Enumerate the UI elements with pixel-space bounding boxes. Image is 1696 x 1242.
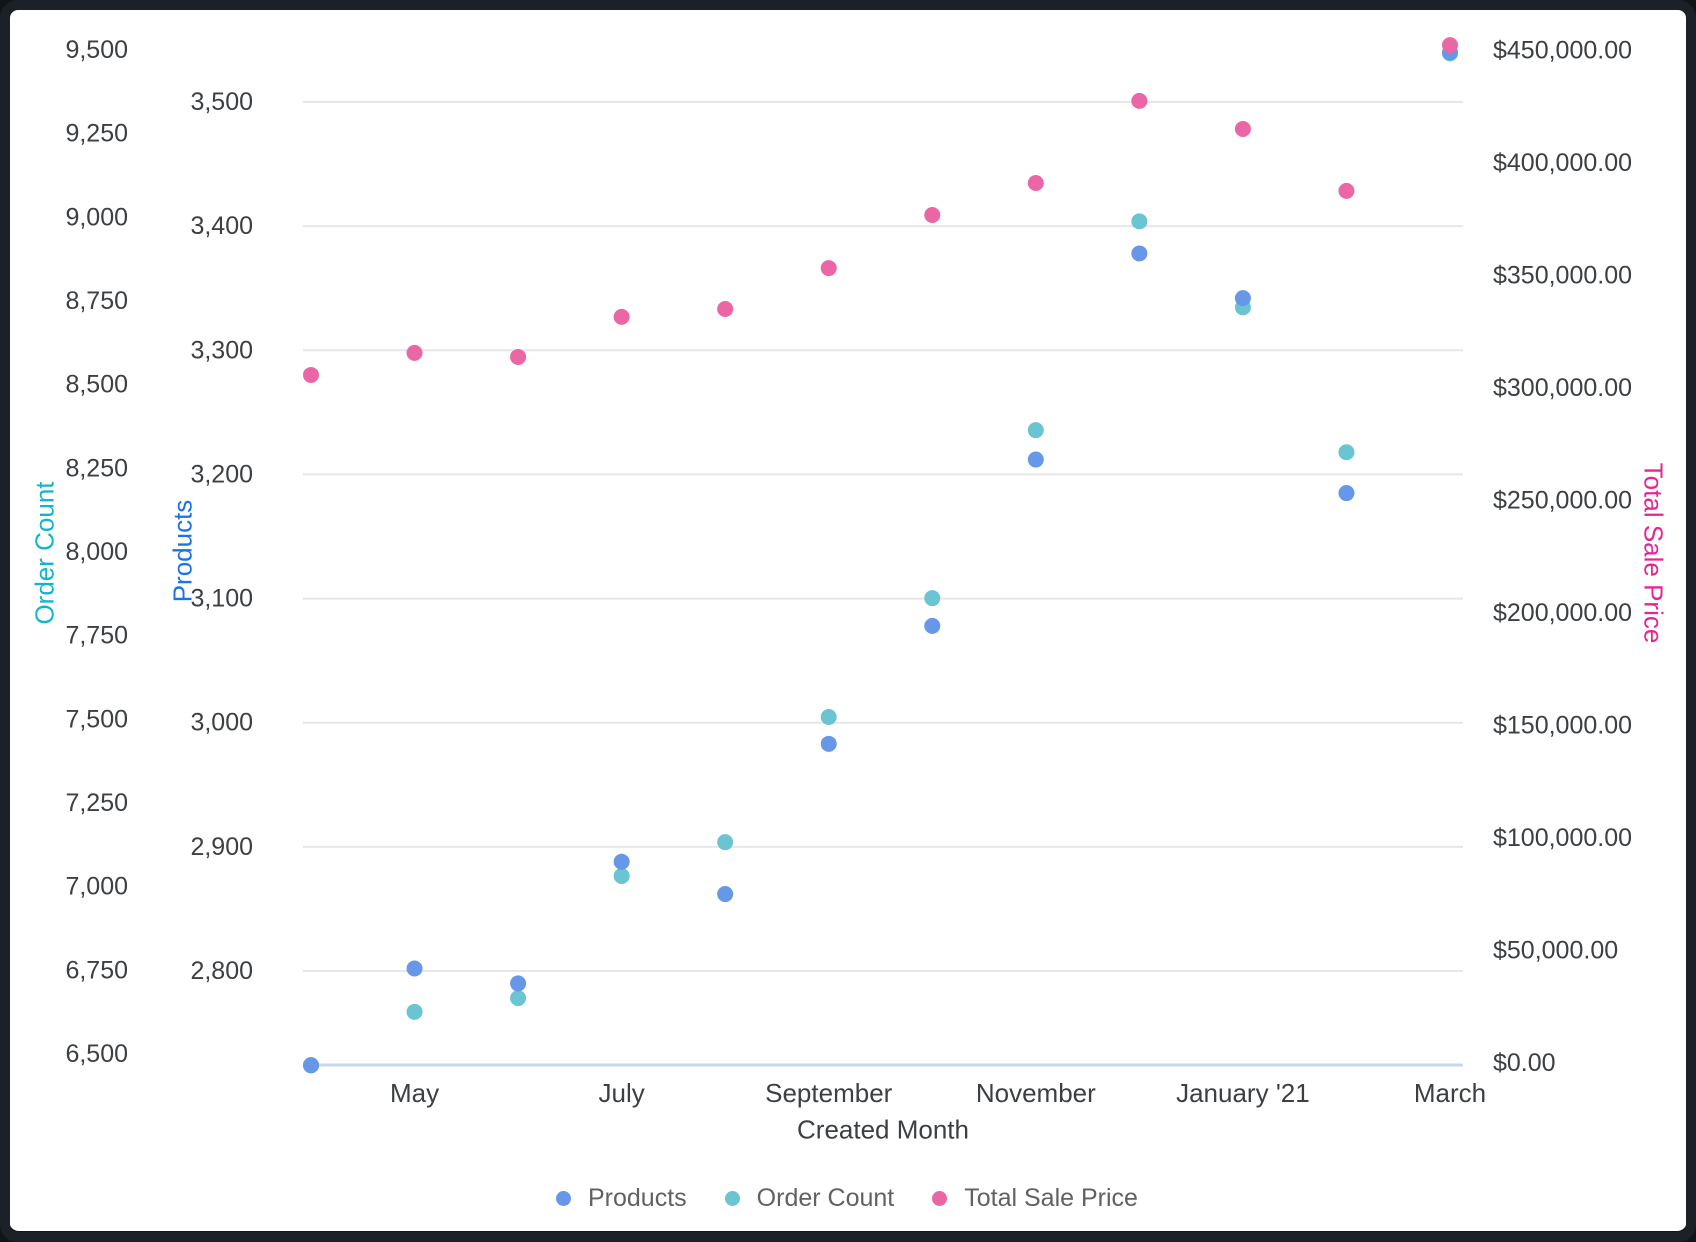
data-point-total_sale_price-6[interactable] [924, 206, 941, 223]
legend-item-order-count[interactable]: Order Count [724, 1184, 895, 1213]
legend-item-label: Order Count [756, 1184, 895, 1212]
legend: Products Order Count Total Sale Price [556, 1184, 1138, 1213]
y-tick-label-total_sale_price: $400,000.00 [1493, 149, 1632, 177]
data-point-order_count-10[interactable] [1338, 444, 1355, 461]
y-tick-label-products: 3,000 [190, 709, 253, 737]
y-tick-label-products: 3,100 [190, 585, 253, 613]
y-tick-label-total_sale_price: $450,000.00 [1493, 37, 1632, 65]
data-point-order_count-2[interactable] [510, 990, 527, 1007]
data-point-products-6[interactable] [924, 617, 941, 634]
y-tick-label-products: 3,300 [190, 336, 253, 364]
legend-item-products[interactable]: Products [556, 1184, 687, 1213]
data-point-total_sale_price-2[interactable] [510, 348, 527, 365]
y-tick-label-products: 3,500 [190, 88, 253, 116]
data-point-total_sale_price-8[interactable] [1131, 92, 1148, 109]
y-tick-label-total_sale_price: $350,000.00 [1493, 262, 1632, 290]
data-point-order_count-7[interactable] [1027, 422, 1044, 439]
data-point-products-10[interactable] [1338, 485, 1355, 502]
y-tick-label-order_count: 7,250 [65, 789, 128, 817]
x-tick-label: July [599, 1078, 645, 1108]
chart-card [9, 9, 1687, 1231]
data-point-total_sale_price-1[interactable] [406, 344, 423, 361]
x-tick-label: May [390, 1078, 439, 1108]
y-tick-label-order_count: 7,500 [65, 705, 128, 733]
data-point-order_count-6[interactable] [924, 590, 941, 607]
data-point-order_count-8[interactable] [1131, 213, 1148, 230]
total-sale-price-legend-dot-icon [932, 1191, 948, 1206]
y-tick-label-total_sale_price: $300,000.00 [1493, 374, 1632, 402]
data-point-products-2[interactable] [510, 975, 527, 992]
data-point-order_count-4[interactable] [717, 834, 734, 851]
y-tick-label-products: 3,200 [190, 460, 253, 488]
data-point-total_sale_price-9[interactable] [1234, 121, 1251, 138]
legend-item-label: Total Sale Price [964, 1184, 1138, 1212]
y-tick-label-order_count: 9,000 [65, 203, 128, 231]
y-tick-label-order_count: 9,250 [65, 120, 128, 148]
legend-item-total-sale-price[interactable]: Total Sale Price [932, 1184, 1138, 1213]
y-tick-label-total_sale_price: $250,000.00 [1493, 487, 1632, 515]
data-point-products-4[interactable] [717, 886, 734, 903]
data-point-products-3[interactable] [613, 853, 630, 870]
products-legend-dot-icon [556, 1191, 571, 1206]
data-point-products-8[interactable] [1131, 245, 1148, 262]
data-point-products-0[interactable] [303, 1057, 319, 1074]
y-tick-label-total_sale_price: $200,000.00 [1493, 599, 1632, 627]
x-tick-label: September [765, 1078, 893, 1108]
data-point-total_sale_price-4[interactable] [717, 301, 734, 318]
data-point-total_sale_price-5[interactable] [820, 260, 837, 277]
y-tick-label-total_sale_price: $50,000.00 [1493, 937, 1618, 965]
x-tick-label: November [976, 1078, 1096, 1108]
y-tick-label-order_count: 8,750 [65, 287, 128, 315]
data-point-total_sale_price-7[interactable] [1027, 175, 1044, 192]
data-point-total_sale_price-10[interactable] [1338, 182, 1355, 199]
x-axis-title: Created Month [797, 1114, 969, 1145]
data-point-order_count-5[interactable] [820, 708, 837, 725]
y-tick-label-order_count: 9,500 [65, 36, 128, 64]
y-tick-label-total_sale_price: $100,000.00 [1493, 824, 1632, 852]
y-tick-label-total_sale_price: $150,000.00 [1493, 712, 1632, 740]
y-tick-label-order_count: 8,500 [65, 371, 128, 399]
data-point-order_count-1[interactable] [406, 1003, 423, 1020]
total-sale-price-axis-title: Total Sale Price [1638, 462, 1669, 644]
y-tick-label-products: 3,400 [190, 212, 253, 240]
data-point-total_sale_price-11[interactable] [1442, 37, 1458, 54]
data-point-products-9[interactable] [1234, 290, 1251, 307]
data-point-total_sale_price-3[interactable] [613, 308, 630, 325]
y-tick-label-products: 2,800 [190, 957, 253, 985]
y-tick-label-order_count: 8,250 [65, 454, 128, 482]
data-point-total_sale_price-0[interactable] [303, 366, 319, 383]
products-axis-title: Products [167, 499, 198, 603]
order-count-legend-dot-icon [724, 1191, 740, 1206]
y-tick-label-order_count: 6,500 [65, 1040, 128, 1068]
legend-item-label: Products [588, 1184, 687, 1212]
y-tick-label-order_count: 7,000 [65, 873, 128, 901]
x-tick-label: March [1414, 1078, 1486, 1108]
y-tick-label-order_count: 8,000 [65, 538, 128, 566]
y-tick-label-order_count: 7,750 [65, 622, 128, 650]
data-point-products-5[interactable] [820, 735, 837, 752]
order-count-axis-title: Order Count [29, 481, 60, 625]
y-tick-label-products: 2,900 [190, 833, 253, 861]
data-point-products-1[interactable] [406, 960, 423, 977]
y-tick-label-order_count: 6,750 [65, 956, 128, 984]
data-point-order_count-3[interactable] [613, 867, 630, 884]
x-tick-label: January '21 [1176, 1078, 1310, 1108]
y-tick-label-total_sale_price: $0.00 [1493, 1049, 1556, 1077]
data-point-products-7[interactable] [1027, 451, 1044, 468]
